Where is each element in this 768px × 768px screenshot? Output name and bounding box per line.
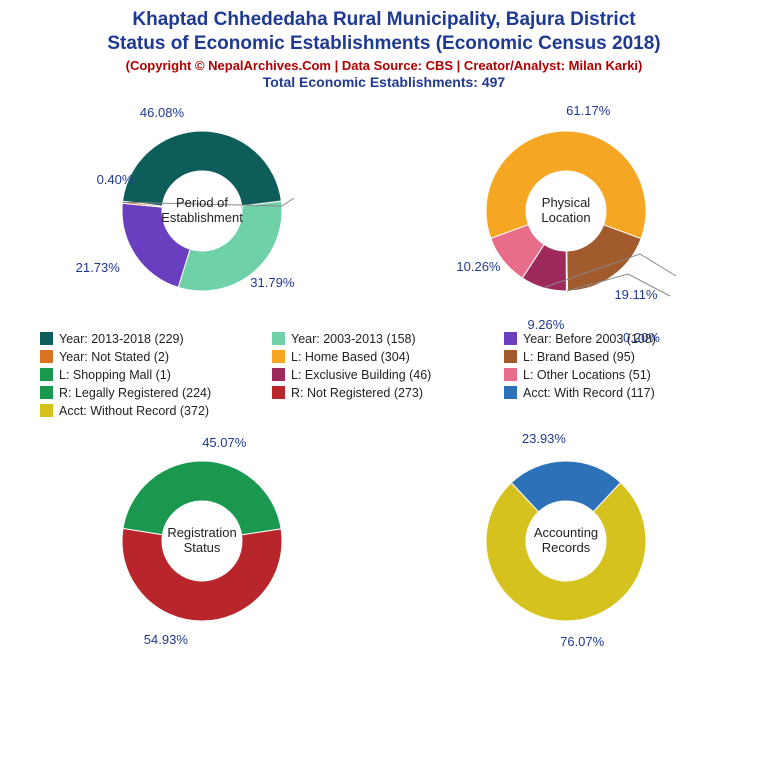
legend-label: L: Exclusive Building (46): [291, 368, 431, 382]
legend-item: R: Legally Registered (224): [40, 386, 264, 400]
slice-pct-label: 45.07%: [202, 435, 246, 450]
legend-item: Year: 2013-2018 (229): [40, 332, 264, 346]
header: Khaptad Chhededaha Rural Municipality, B…: [0, 0, 768, 92]
legend-swatch: [40, 404, 53, 417]
legend-swatch: [40, 386, 53, 399]
donut-center-label: RegistrationStatus: [147, 525, 257, 556]
legend-swatch: [272, 350, 285, 363]
legend-item: L: Brand Based (95): [504, 350, 728, 364]
slice-pct-label: 46.08%: [140, 105, 184, 120]
total-line: Total Economic Establishments: 497: [10, 74, 758, 90]
legend-label: R: Not Registered (273): [291, 386, 423, 400]
donut-slice: [123, 461, 281, 535]
legend-swatch: [272, 386, 285, 399]
chart-physical-location: PhysicalLocation61.17%19.11%0.20%9.26%10…: [396, 96, 736, 326]
slice-pct-label: 61.17%: [566, 103, 610, 118]
donut-center-label: Period ofEstablishment: [147, 195, 257, 226]
legend-label: L: Other Locations (51): [523, 368, 651, 382]
legend-item: Year: Before 2003 (108): [504, 332, 728, 346]
donut-center-label: AccountingRecords: [511, 525, 621, 556]
legend-swatch: [272, 368, 285, 381]
legend-item: R: Not Registered (273): [272, 386, 496, 400]
legend-swatch: [504, 332, 517, 345]
slice-pct-label: 31.79%: [250, 275, 294, 290]
legend-label: L: Brand Based (95): [523, 350, 635, 364]
slice-pct-label: 19.11%: [614, 287, 657, 302]
slice-pct-label: 0.40%: [97, 172, 134, 187]
donut-center-label: PhysicalLocation: [511, 195, 621, 226]
slice-pct-label: 0.20%: [623, 330, 660, 345]
legend-swatch: [40, 368, 53, 381]
slice-pct-label: 23.93%: [522, 431, 566, 446]
legend-item: L: Home Based (304): [272, 350, 496, 364]
slice-pct-label: 21.73%: [76, 260, 120, 275]
charts-row-top: Period ofEstablishment 46.08% 31.79% 21.73%…: [0, 92, 768, 326]
legend-item: Year: 2003-2013 (158): [272, 332, 496, 346]
legend-label: L: Home Based (304): [291, 350, 410, 364]
legend-label: Year: Not Stated (2): [59, 350, 169, 364]
legend-label: Year: 2013-2018 (229): [59, 332, 184, 346]
copyright-line: (Copyright © NepalArchives.Com | Data So…: [10, 58, 758, 73]
legend-label: L: Shopping Mall (1): [59, 368, 171, 382]
legend-swatch: [504, 386, 517, 399]
legend-swatch: [504, 368, 517, 381]
legend-label: R: Legally Registered (224): [59, 386, 211, 400]
legend-label: Acct: With Record (117): [523, 386, 655, 400]
legend-item: Year: Not Stated (2): [40, 350, 264, 364]
title-line-2: Status of Economic Establishments (Econo…: [10, 32, 758, 56]
legend-label: Year: 2003-2013 (158): [291, 332, 416, 346]
legend-item: L: Shopping Mall (1): [40, 368, 264, 382]
slice-pct-label: 54.93%: [144, 632, 188, 647]
legend-swatch: [272, 332, 285, 345]
chart-accounting-records: AccountingRecords 76.07% 23.93%: [396, 426, 736, 656]
charts-row-bottom: RegistrationStatus 45.07% 54.93% Accountin…: [0, 418, 768, 656]
chart-period-of-establishment: Period ofEstablishment 46.08% 31.79% 21.73%…: [32, 96, 372, 326]
legend-item: L: Exclusive Building (46): [272, 368, 496, 382]
legend-label: Acct: Without Record (372): [59, 404, 209, 418]
legend-item: Acct: With Record (117): [504, 386, 728, 400]
legend-item: L: Other Locations (51): [504, 368, 728, 382]
legend-swatch: [40, 350, 53, 363]
legend-item: Acct: Without Record (372): [40, 404, 264, 418]
chart-registration-status: RegistrationStatus 45.07% 54.93%: [32, 426, 372, 656]
slice-pct-label: 10.26%: [456, 259, 500, 274]
slice-pct-label: 76.07%: [560, 634, 604, 649]
title-line-1: Khaptad Chhededaha Rural Municipality, B…: [10, 8, 758, 32]
legend-swatch: [504, 350, 517, 363]
legend-swatch: [40, 332, 53, 345]
slice-pct-label: 9.26%: [527, 317, 564, 332]
